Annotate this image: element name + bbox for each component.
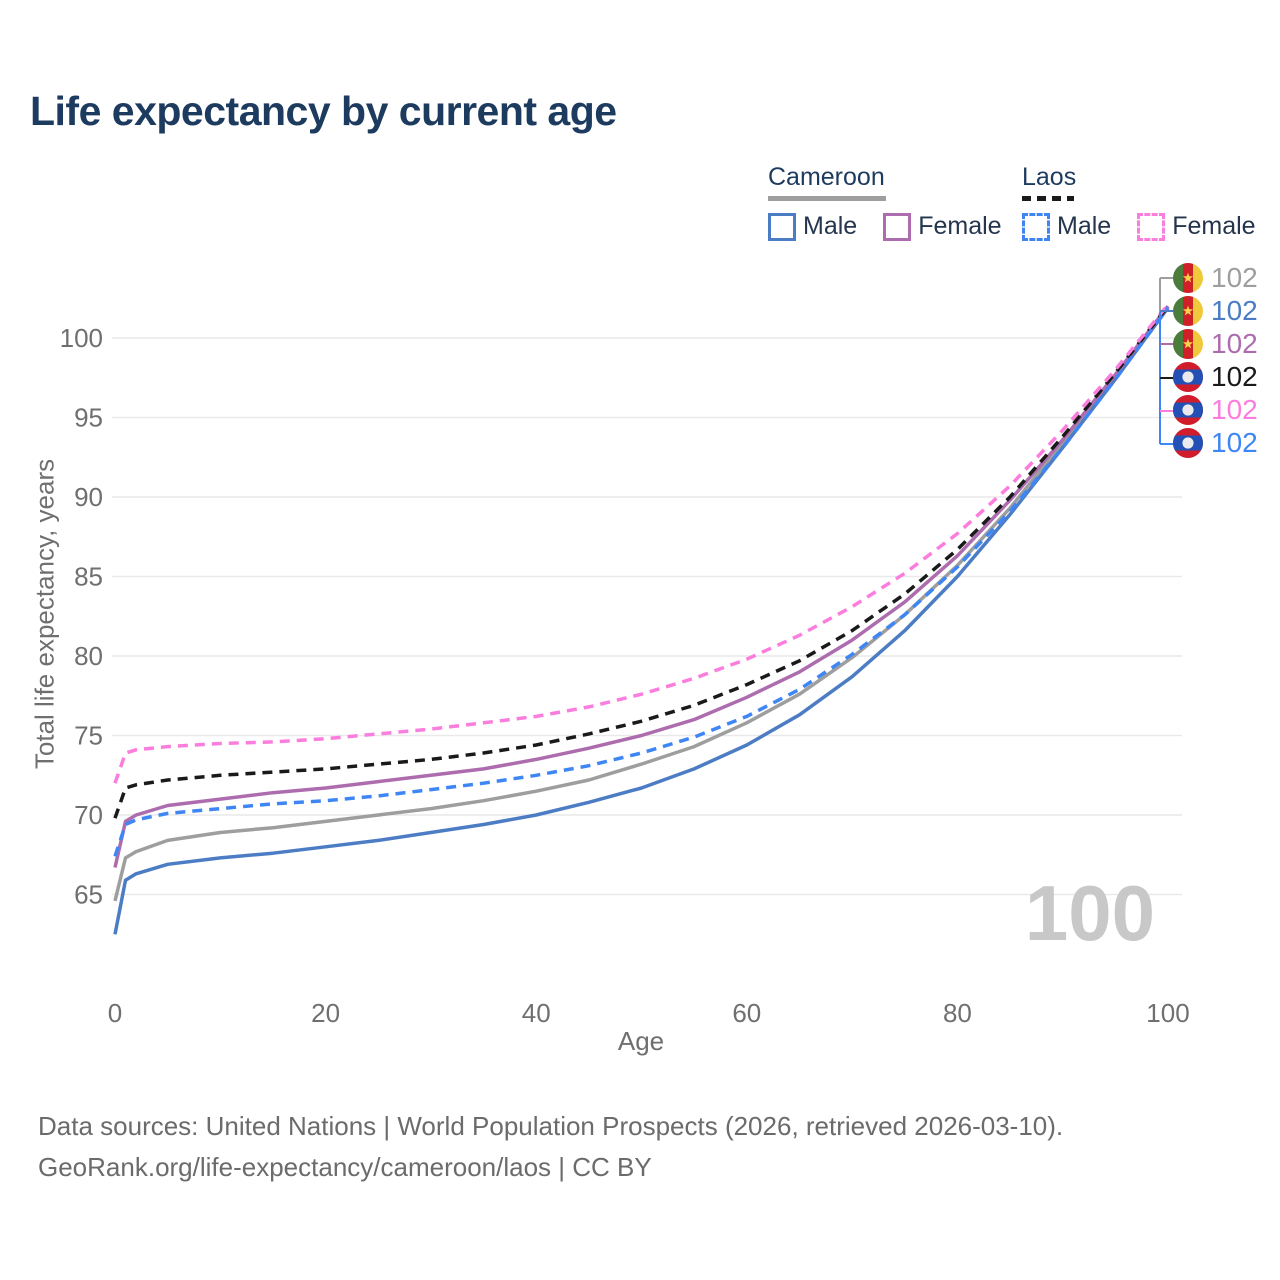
series-line [113, 305, 1170, 902]
data-source-line: Data sources: United Nations | World Pop… [38, 1111, 1064, 1141]
attribution-line: GeoRank.org/life-expectancy/cameroon/lao… [38, 1152, 652, 1182]
cameroon-flag-icon [1173, 262, 1203, 293]
end-label-row: 102 [1173, 294, 1258, 327]
x-tick-label: 80 [943, 998, 972, 1028]
y-tick-label: 80 [74, 641, 103, 671]
x-tick-label: 60 [732, 998, 761, 1028]
cameroon-flag-icon [1173, 295, 1203, 326]
series-line [113, 306, 1170, 935]
x-axis-title: Age [617, 1026, 665, 1056]
y-tick-label: 65 [74, 880, 103, 910]
end-label-row: 102 [1173, 327, 1258, 360]
legend-country-label: Laos [1022, 163, 1077, 191]
y-tick-label: 75 [74, 721, 103, 751]
legend-item-label: Female [918, 212, 1002, 240]
solid-square-icon [883, 212, 912, 241]
x-tick-label: 0 [108, 998, 122, 1028]
legend-item-label: Male [1057, 212, 1112, 240]
y-tick-label: 95 [74, 403, 103, 433]
end-label-row: 102 [1173, 393, 1258, 426]
y-tick-label: 85 [74, 562, 103, 592]
series-end-labels: 102 102 102 102 102 102 [1173, 261, 1258, 459]
laos-flag-icon [1173, 394, 1203, 425]
series-line [113, 305, 1170, 868]
end-label-row: 102 [1173, 426, 1258, 459]
end-label-value: 102 [1211, 360, 1258, 392]
legend-item-cameroon-female[interactable]: Female [883, 212, 1002, 241]
line-chart-plot-area[interactable]: 65 70 75 80 85 90 95 100 0 20 40 60 80 100 [0, 0, 1280, 1080]
cameroon-flag-icon [1173, 328, 1203, 359]
laos-flag-icon [1173, 361, 1203, 392]
x-tick-label: 20 [311, 998, 340, 1028]
footer: Data sources: United Nations | World Pop… [38, 1106, 1063, 1188]
end-label-row: 102 [1173, 261, 1258, 294]
legend-item-label: Male [803, 212, 858, 240]
laos-line-style-swatch [1022, 196, 1074, 201]
hovered-age-watermark: 100 [1024, 869, 1156, 957]
legend-country-label: Cameroon [768, 163, 885, 191]
legend-item-laos-male[interactable]: Male [1022, 212, 1111, 241]
end-label-value: 102 [1211, 426, 1258, 458]
x-tick-label: 100 [1146, 998, 1189, 1028]
legend-item-laos-female[interactable]: Female [1137, 212, 1256, 241]
series-lines [113, 303, 1170, 935]
end-label-value: 102 [1211, 327, 1258, 359]
legend-group-cameroon: Cameroon Male Female [768, 163, 1028, 241]
x-tick-label: 40 [522, 998, 551, 1028]
legend-item-label: Female [1172, 212, 1256, 240]
end-label-value: 102 [1211, 261, 1258, 293]
end-label-row: 102 [1173, 360, 1258, 393]
laos-flag-icon [1173, 427, 1203, 458]
dashed-square-icon [1137, 212, 1166, 241]
series-line [113, 305, 1170, 819]
legend-item-cameroon-male[interactable]: Male [768, 212, 857, 241]
y-tick-label: 90 [74, 482, 103, 512]
solid-square-icon [768, 212, 796, 241]
y-tick-label: 100 [60, 323, 103, 353]
series-line [113, 303, 1170, 784]
y-tick-label: 70 [74, 800, 103, 830]
series-line [113, 306, 1170, 857]
page-title: Life expectancy by current age [30, 88, 617, 134]
end-label-connectors [1159, 277, 1174, 445]
cameroon-line-style-swatch [768, 196, 886, 201]
end-label-value: 102 [1211, 393, 1258, 425]
y-axis-title: Total life expectancy, years [29, 458, 60, 770]
legend-group-laos: Laos Male Female [1022, 163, 1280, 241]
dashed-square-icon [1022, 212, 1050, 241]
end-label-value: 102 [1211, 294, 1258, 326]
